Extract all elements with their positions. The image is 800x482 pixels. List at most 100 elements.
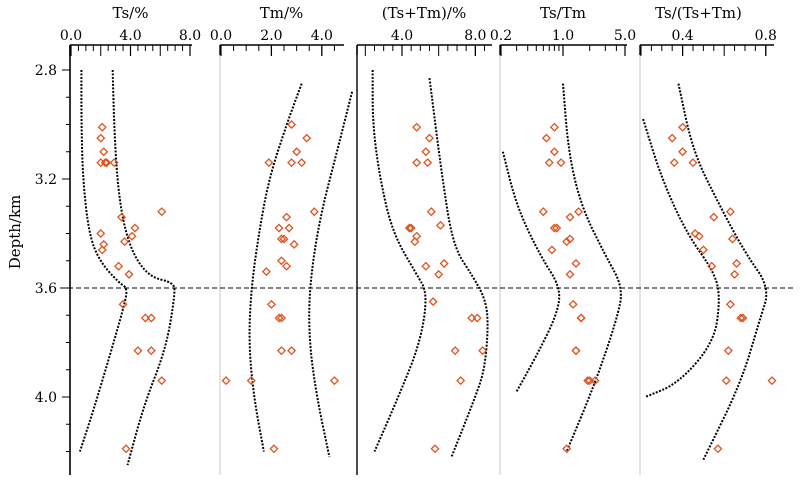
depth-tick-label: 4.0: [35, 390, 57, 406]
data-point: [678, 122, 688, 132]
data-point: [478, 346, 488, 356]
data-point: [552, 223, 562, 233]
data-point: [406, 223, 416, 233]
data-point: [571, 258, 581, 268]
data-point: [302, 133, 312, 143]
x-tick-label: 4.0: [311, 28, 333, 44]
data-point: [690, 228, 700, 239]
data-point: [565, 212, 575, 222]
panel-title: Ts/Tm: [540, 4, 586, 22]
panel-title: Ts/(Ts+Tm): [655, 4, 742, 22]
data-point: [450, 346, 460, 356]
data-point: [274, 223, 284, 233]
data-point: [428, 297, 438, 307]
depth-tick-label: 3.2: [35, 172, 57, 188]
data-point: [565, 269, 575, 279]
data-point: [576, 313, 586, 323]
data-point: [404, 223, 414, 233]
panel-5: 0.4 0.8 Ts/(Ts+Tm): [639, 4, 777, 461]
data-point: [725, 299, 735, 309]
data-point: [556, 158, 566, 168]
data-point: [424, 133, 435, 143]
data-point: [571, 346, 581, 356]
x-tick-label: 1.0: [552, 28, 574, 44]
data-point: [426, 207, 436, 217]
data-point: [698, 245, 708, 255]
data-point: [669, 158, 679, 168]
data-point: [266, 299, 276, 309]
x-tick-label: 5.0: [614, 28, 636, 44]
panel-title: Ts/%: [113, 4, 149, 22]
data-point: [297, 158, 307, 168]
data-point: [736, 313, 746, 323]
data-point: [269, 444, 279, 454]
data-point: [287, 119, 297, 130]
x-tick-label: 0.0: [210, 28, 232, 44]
data-point: [732, 258, 742, 268]
left-envelope-curve: [642, 118, 720, 398]
data-point: [99, 147, 109, 157]
data-point: [544, 158, 554, 168]
data-point: [709, 212, 719, 222]
data-point: [562, 444, 572, 454]
data-point: [723, 346, 733, 356]
data-point: [435, 220, 446, 230]
data-point: [667, 133, 677, 143]
data-point: [146, 346, 156, 356]
data-point: [574, 207, 584, 217]
panel-3: 4.0 8.0 (Ts+Tm)/%: [356, 4, 492, 458]
data-point: [287, 158, 297, 168]
data-point: [430, 444, 440, 454]
data-point: [264, 158, 274, 168]
data-point: [309, 207, 319, 217]
data-point: [730, 269, 740, 279]
depth-axis: 2.8 3.2 3.6 4.0: [35, 45, 71, 475]
data-point: [721, 376, 731, 386]
data-point: [97, 122, 107, 132]
data-point: [434, 269, 444, 279]
data-point: [221, 376, 231, 386]
data-point: [549, 122, 559, 132]
left-envelope-curve: [248, 83, 303, 452]
x-tick-label: 2.0: [260, 28, 282, 44]
data-point: [329, 376, 339, 386]
data-point: [538, 207, 548, 217]
data-point: [547, 245, 557, 255]
data-point: [694, 231, 704, 241]
data-point: [562, 237, 572, 247]
x-tick-label: 8.0: [179, 28, 201, 44]
data-point: [261, 267, 271, 277]
figure-frame: [219, 45, 641, 475]
x-tick-label: 0.4: [671, 28, 693, 44]
data-point: [157, 207, 167, 217]
data-point: [439, 258, 449, 268]
left-envelope-curve: [78, 70, 128, 452]
data-point: [276, 256, 287, 266]
x-tick-label: 4.0: [391, 28, 413, 44]
x-tick-label: 0.8: [755, 28, 777, 44]
data-point: [121, 444, 131, 454]
data-point: [96, 133, 106, 143]
data-point: [412, 158, 422, 168]
data-point: [738, 313, 748, 323]
data-point: [130, 223, 140, 233]
data-point: [571, 346, 581, 356]
data-point: [246, 376, 256, 386]
data-point: [109, 158, 119, 168]
data-point: [140, 313, 150, 323]
data-point: [688, 158, 698, 168]
panel-title: (Ts+Tm)/%: [382, 4, 466, 22]
data-point: [549, 223, 559, 233]
data-point: [456, 376, 466, 386]
data-point: [410, 237, 420, 247]
data-point: [97, 245, 107, 255]
data-point: [568, 299, 578, 309]
data-point: [421, 261, 431, 271]
data-point: [421, 147, 431, 157]
right-envelope-curve: [308, 91, 354, 458]
data-point: [276, 234, 287, 244]
data-point: [127, 231, 137, 241]
right-envelope-curve: [428, 78, 489, 458]
data-point: [282, 261, 292, 271]
